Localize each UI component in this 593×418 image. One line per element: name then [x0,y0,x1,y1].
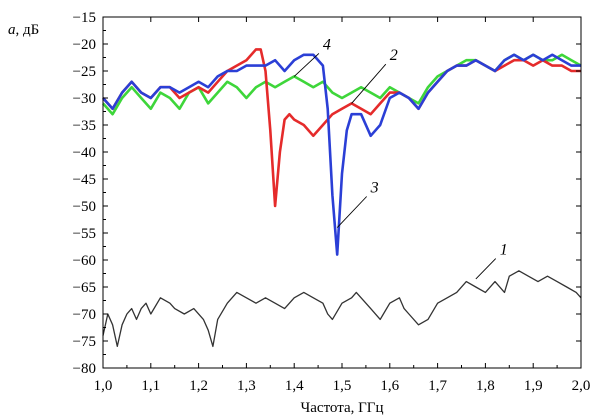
annotation-label-2: 2 [390,47,398,64]
y-tick-label: −40 [73,145,96,161]
x-tick-label: 1,4 [285,378,304,394]
x-tick-labels: 1,0 1,1 1,2 1,3 1,4 1,5 1,6 1,7 1,8 1,9 2,0 [94,378,591,394]
y-tick-label: −80 [73,361,96,377]
y-axis-label-var: a [8,22,16,38]
x-tick-label: 1,1 [141,378,160,394]
y-axis-label: a, дБ [8,22,39,38]
y-tick-label: −70 [73,307,96,323]
y-tick-label: −25 [73,64,96,80]
annotation-leader-4 [293,53,320,77]
y-tick-label: −30 [73,91,96,107]
x-tick-label: 1,0 [94,378,113,394]
y-tick-label: −65 [73,280,96,296]
y-tick-label: −35 [73,118,96,134]
annotation-label-1: 1 [500,242,508,259]
annotation-label-4: 4 [323,36,331,53]
tick-marks [102,16,582,369]
annotation-leader-1 [475,258,497,280]
annotation-label-3: 3 [370,180,379,197]
y-tick-label: −50 [73,199,96,215]
x-tick-label: 1,9 [524,378,543,394]
x-tick-label: 2,0 [572,378,591,394]
series-line-1 [102,270,582,348]
annotation-leader-2 [351,63,387,104]
y-tick-labels: −15 −20 −25 −30 −35 −40 −45 −50 −55 −60 −65 −70 −75 −… [73,10,96,377]
x-tick-label: 1,8 [476,378,495,394]
y-tick-label: −55 [73,226,96,242]
x-tick-label: 1,5 [333,378,352,394]
x-tick-label: 1,2 [189,378,208,394]
x-tick-label: 1,3 [237,378,256,394]
y-axis-label-unit: , дБ [16,22,40,38]
svg-text:a, дБ: a, дБ [8,22,39,38]
series-line-3 [102,53,581,256]
series-layer [102,48,582,348]
y-tick-label: −45 [73,172,96,188]
x-tick-label: 1,7 [428,378,447,394]
y-tick-label: −75 [73,334,96,350]
annotations: 1 2 3 4 [293,36,508,280]
y-tick-label: −15 [73,10,96,26]
annotation-leader-3 [336,196,368,228]
y-tick-label: −60 [73,253,96,269]
y-tick-label: −20 [73,37,96,53]
x-tick-label: 1,6 [380,378,399,394]
x-axis-title: Частота, ГГц [301,400,384,416]
